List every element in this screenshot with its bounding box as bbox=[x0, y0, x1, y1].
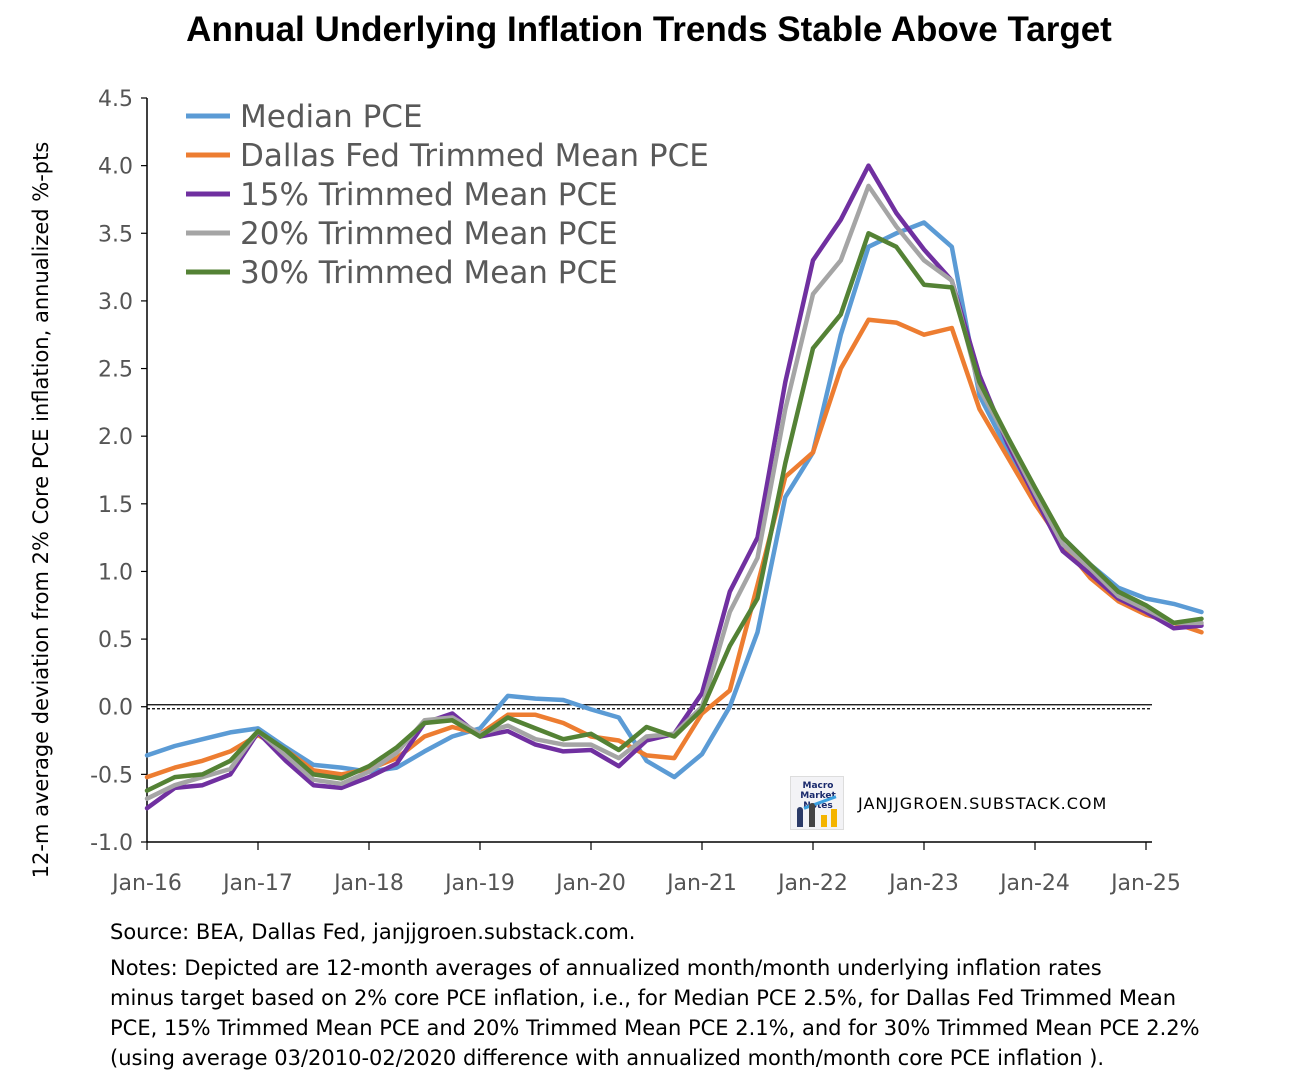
y-tick-label: 1.0 bbox=[98, 560, 133, 585]
y-axis-label: 12-m average deviation from 2% Core PCE … bbox=[29, 142, 53, 879]
x-tick-label: Jan-22 bbox=[776, 871, 848, 896]
footer-notes-line-2: minus target based on 2% core PCE inflat… bbox=[110, 986, 1177, 1010]
watermark: JANJJGROEN.SUBSTACK.COM bbox=[858, 794, 1108, 813]
chart-title: Annual Underlying Inflation Trends Stabl… bbox=[186, 10, 1112, 49]
series-lines bbox=[144, 163, 1204, 811]
x-tick-label: Jan-18 bbox=[332, 871, 404, 896]
legend-label: 15% Trimmed Mean PCE bbox=[240, 177, 618, 213]
axes: 4.5 4.0 3.5 3.0 2.5 2.0 1.5 1.0 0.5 0.0 -0.5 -1.0 Ja… bbox=[90, 87, 1181, 896]
series-line-2 bbox=[144, 317, 1204, 780]
y-tick-label: 3.5 bbox=[98, 222, 133, 247]
legend-label: Median PCE bbox=[240, 99, 423, 135]
y-tick-label: 3.0 bbox=[98, 290, 133, 315]
x-tick-label: Jan-17 bbox=[221, 871, 293, 896]
y-tick-label: 2.5 bbox=[98, 358, 133, 383]
y-tick-label: 2.0 bbox=[98, 425, 133, 450]
macro-market-notes-logo: Macro Market Notes bbox=[790, 776, 844, 830]
y-tick-label: 0.5 bbox=[98, 628, 133, 653]
logo-bar-icon bbox=[831, 809, 837, 827]
logo-person-icon bbox=[809, 803, 815, 827]
footer-notes-line-3: PCE, 15% Trimmed Mean PCE and 20% Trimme… bbox=[110, 1016, 1200, 1040]
y-tick-label: -0.5 bbox=[90, 763, 133, 788]
logo-text: Macro Market Notes bbox=[800, 781, 836, 811]
footer-notes-line-1: Notes: Depicted are 12-month averages of… bbox=[110, 956, 1102, 980]
footer-notes-line-4: (using average 03/2010-02/2020 differenc… bbox=[110, 1046, 1105, 1070]
x-tick-label: Jan-25 bbox=[1109, 871, 1181, 896]
y-tick-label: 1.5 bbox=[98, 493, 133, 518]
x-tick-label: Jan-24 bbox=[998, 871, 1070, 896]
x-tick-label: Jan-21 bbox=[665, 871, 737, 896]
x-tick-label: Jan-23 bbox=[887, 871, 959, 896]
series-line-5 bbox=[144, 231, 1204, 793]
y-tick-label: 0.0 bbox=[98, 696, 133, 721]
legend-label: 20% Trimmed Mean PCE bbox=[240, 216, 618, 252]
y-tick-label: 4.0 bbox=[98, 155, 133, 180]
logo-bar-icon bbox=[821, 815, 827, 827]
x-tick-label: Jan-19 bbox=[443, 871, 515, 896]
x-tick-label: Jan-20 bbox=[554, 871, 626, 896]
y-tick-label: 4.5 bbox=[98, 87, 133, 112]
legend-label: Dallas Fed Trimmed Mean PCE bbox=[240, 138, 709, 174]
line-chart: 4.5 4.0 3.5 3.0 2.5 2.0 1.5 1.0 0.5 0.0 -0.5 -1.0 Ja… bbox=[29, 87, 1204, 896]
footer-source: Source: BEA, Dallas Fed, janjjgroen.subs… bbox=[110, 920, 636, 944]
logo-person-icon bbox=[797, 807, 803, 827]
legend-label: 30% Trimmed Mean PCE bbox=[240, 255, 618, 291]
y-tick-label: -1.0 bbox=[90, 831, 133, 856]
x-tick-label: Jan-16 bbox=[110, 871, 182, 896]
